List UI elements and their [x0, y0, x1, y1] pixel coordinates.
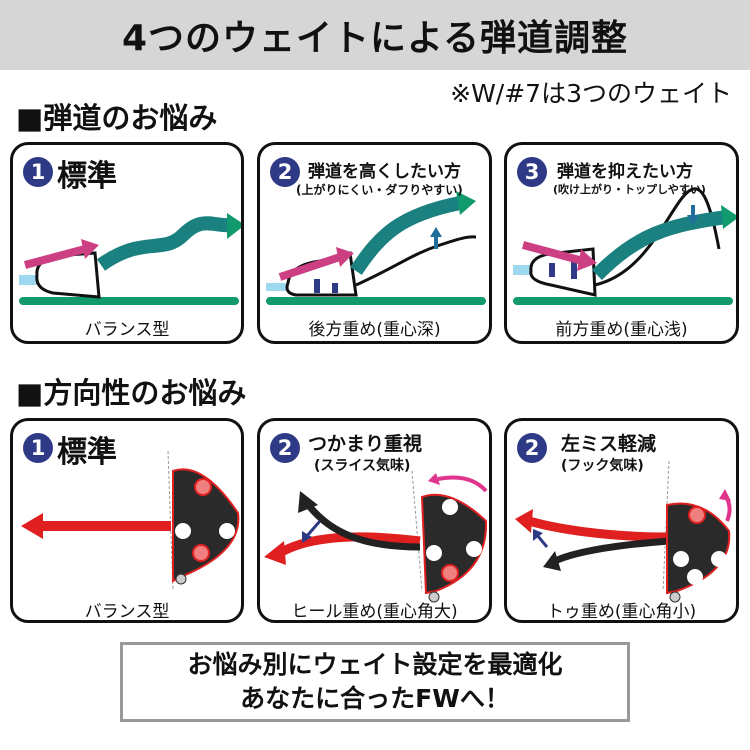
footer-line-1: お悩み別にウェイト設定を最適化 [187, 650, 563, 679]
panel-trajectory-standard: 1 標準 バランス型 [10, 142, 244, 344]
panel-caption: 後方重め(重心深) [308, 320, 441, 340]
panel-caption: バランス型 [84, 602, 170, 622]
panel-title: つかまり重視 [308, 433, 423, 455]
panel-caption: トゥ重め(重心角小) [546, 602, 697, 622]
footer-line-2: あなたに合ったFWへ！ [240, 684, 510, 713]
panel-subtitle: (スライス気味) [314, 458, 411, 474]
section-heading-trajectory: ■弾道のお悩み [16, 101, 218, 135]
panel-subtitle: (フック気味) [561, 458, 644, 474]
panel-subtitle: (吹け上がり・トップしやすい) [553, 183, 706, 196]
panel-title: 左ミス軽減 [561, 433, 657, 455]
page-title: 4つのウェイトによる弾道調整 [122, 18, 628, 59]
panel-caption: 前方重め(重心浅) [555, 320, 688, 340]
number-badge: 1 [23, 157, 53, 187]
panel-trajectory-high: 2 弾道を高くしたい方 (上がりにくい・ダフりやすい) 後方重め(重心深) [257, 142, 492, 344]
panel-title: 弾道を抑えたい方 [557, 162, 693, 182]
section-heading-direction: ■方向性のお悩み [16, 376, 247, 410]
clubhead-diagram [264, 470, 488, 603]
title-bar: 4つのウェイトによる弾道調整 [0, 0, 750, 70]
number-badge: 2 [517, 433, 547, 463]
weight-note: ※W/#7は3つのウェイト [450, 79, 732, 108]
panel-title: 標準 [57, 159, 117, 194]
trajectory-diagram [19, 213, 241, 305]
panel-title: 弾道を高くしたい方 [308, 162, 461, 182]
panel-direction-standard: 1 標準 バランス型 [10, 418, 244, 623]
panel-trajectory-low: 3 弾道を抑えたい方 (吹け上がり・トップしやすい) 前方重め(重心浅) [504, 142, 739, 344]
number-badge: 3 [517, 157, 547, 187]
number-badge: 1 [23, 433, 53, 463]
number-badge: 2 [270, 433, 300, 463]
clubhead-diagram [515, 460, 732, 603]
trajectory-diagram [266, 191, 486, 305]
number-badge: 2 [270, 157, 300, 187]
panel-title: 標準 [57, 435, 117, 470]
clubhead-diagram [21, 450, 240, 592]
trajectory-diagram [513, 187, 736, 305]
panel-direction-draw: 2 つかまり重視 (スライス気味) ヒール重め(重心角大) [257, 418, 492, 623]
panel-subtitle: (上がりにくい・ダフりやすい) [296, 183, 463, 197]
footer-message-box: お悩み別にウェイト設定を最適化 あなたに合ったFWへ！ [120, 642, 630, 722]
panel-caption: バランス型 [84, 320, 170, 340]
panel-direction-fade: 2 左ミス軽減 (フック気味) トゥ重め(重心角小) [504, 418, 739, 623]
panel-caption: ヒール重め(重心角大) [291, 602, 458, 622]
